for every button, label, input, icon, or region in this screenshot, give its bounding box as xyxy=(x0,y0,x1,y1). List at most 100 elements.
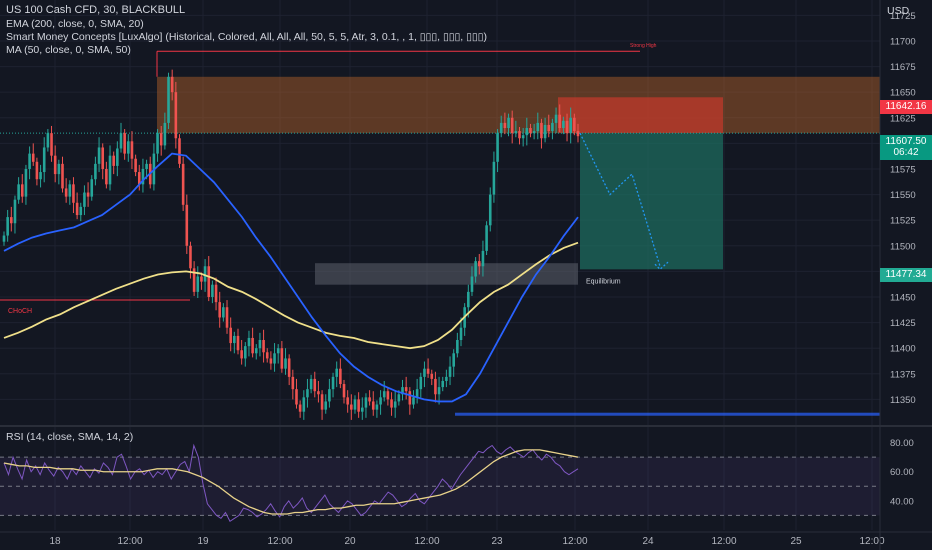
candle-body xyxy=(364,397,368,408)
candle-body xyxy=(119,133,123,149)
candle-body xyxy=(35,161,39,180)
candle-body xyxy=(412,397,415,405)
candle-body xyxy=(90,179,94,197)
candle-body xyxy=(496,133,499,162)
candle-body xyxy=(68,184,72,197)
candle-body xyxy=(174,92,178,139)
equilibrium-zone xyxy=(315,263,578,285)
candle-body xyxy=(75,202,79,216)
price-tick-label: 11400 xyxy=(890,344,916,355)
candle-body xyxy=(379,397,382,405)
candle-body xyxy=(2,235,6,242)
price-tick-label: 11350 xyxy=(890,395,916,406)
stop-loss-zone xyxy=(558,97,723,134)
candle-body xyxy=(222,307,225,318)
equilibrium-label: Equilibrium xyxy=(586,279,621,286)
candle-body xyxy=(382,391,386,398)
candle-body xyxy=(276,348,280,354)
candle-body xyxy=(185,204,189,246)
candle-body xyxy=(470,276,474,292)
candle-body xyxy=(127,141,130,154)
candle-body xyxy=(17,184,20,200)
time-tick-label: 12:00 xyxy=(267,536,292,547)
time-tick-label: 19 xyxy=(197,536,209,547)
candle-body xyxy=(61,163,64,189)
candle-body xyxy=(269,358,273,364)
time-tick-label: 24 xyxy=(642,536,654,547)
rsi-legend[interactable]: RSI (14, close, SMA, 14, 2) xyxy=(6,431,134,443)
candle-body xyxy=(39,172,42,180)
candle-body xyxy=(492,161,496,195)
candle-body xyxy=(441,380,445,388)
candle-body xyxy=(317,391,320,395)
price-tick-label: 11675 xyxy=(890,62,916,73)
rsi-pane[interactable] xyxy=(0,443,880,522)
candle-body xyxy=(83,192,86,207)
candle-body xyxy=(437,387,441,395)
candle-body xyxy=(291,376,295,390)
candle-body xyxy=(518,131,521,139)
time-tick-label: 12:00 xyxy=(562,536,587,547)
candle-body xyxy=(477,261,481,267)
moving-averages xyxy=(3,152,579,403)
candle-body xyxy=(207,266,211,297)
symbol-legend[interactable]: US 100 Cash CFD, 30, BLACKBULL xyxy=(6,4,186,16)
time-tick-label: 20 xyxy=(344,536,356,547)
candle-body xyxy=(20,184,24,197)
candle-body xyxy=(401,387,404,395)
stop-price-tag: 11642.16 xyxy=(880,100,932,114)
candle-body xyxy=(467,291,470,308)
rsi-tick-label: 40.00 xyxy=(890,496,914,507)
candle-body xyxy=(536,122,540,132)
candle-body xyxy=(247,337,251,347)
ma-legend[interactable]: MA (50, close, 0, SMA, 50) xyxy=(6,44,131,56)
candle-body xyxy=(211,284,214,297)
candle-body xyxy=(521,135,525,139)
current-price-tag: 11607.50 06:42 xyxy=(880,135,932,160)
price-tick-label: 11650 xyxy=(890,88,916,99)
candles xyxy=(2,69,580,420)
candle-body xyxy=(507,117,510,129)
candle-body xyxy=(423,368,426,377)
candle-body xyxy=(481,250,485,267)
time-tick-label: 12:00 xyxy=(117,536,142,547)
candle-body xyxy=(159,133,163,146)
candle-body xyxy=(353,399,357,410)
candle-body xyxy=(295,389,298,405)
candle-body xyxy=(112,155,115,166)
candle-body xyxy=(170,76,174,93)
candle-body xyxy=(430,373,434,379)
candle-body xyxy=(357,399,360,412)
candle-body xyxy=(42,147,46,173)
time-tick-label: 12:00 xyxy=(414,536,439,547)
candle-body xyxy=(254,348,258,354)
candle-body xyxy=(134,158,137,173)
candle-body xyxy=(543,124,547,139)
candle-body xyxy=(510,117,514,134)
ema-legend[interactable]: EMA (200, close, 0, SMA, 20) xyxy=(6,18,144,30)
ema-200-line xyxy=(3,241,579,350)
candle-body xyxy=(350,404,353,410)
candle-body xyxy=(565,120,569,134)
candle-body xyxy=(309,378,313,390)
smc-legend[interactable]: Smart Money Concepts [LuxAlgo] (Historic… xyxy=(6,31,487,43)
candle-body xyxy=(200,276,203,282)
candle-body xyxy=(141,168,145,185)
candle-body xyxy=(324,401,328,410)
candle-body xyxy=(339,368,342,385)
candle-body xyxy=(503,122,507,129)
premium-zone xyxy=(157,76,880,134)
candle-body xyxy=(426,368,430,374)
candle-body xyxy=(280,348,284,369)
candle-body xyxy=(31,153,35,162)
candle-body xyxy=(313,378,317,392)
candle-body xyxy=(335,368,339,377)
candle-body xyxy=(86,192,90,197)
candle-body xyxy=(485,225,488,251)
candle-body xyxy=(105,168,108,185)
ma-50-line xyxy=(3,152,579,403)
candle-body xyxy=(251,337,254,354)
target-price-tag: 11477.34 xyxy=(880,268,932,282)
